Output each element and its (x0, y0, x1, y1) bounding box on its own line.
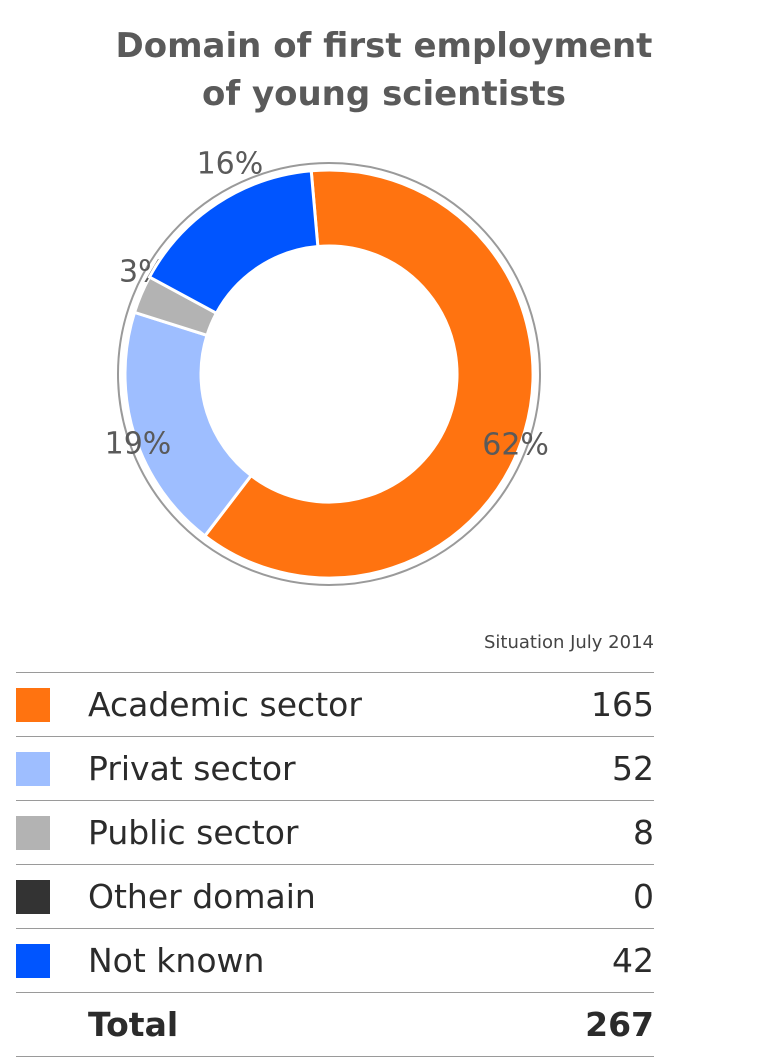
legend-label: Other domain (88, 877, 316, 916)
total-value: 267 (585, 1005, 654, 1044)
legend-value: 0 (633, 877, 654, 916)
legend-label: Not known (88, 941, 265, 980)
percent-label: 19% (105, 427, 172, 462)
legend-value: 165 (591, 685, 654, 724)
chart-title-line-2: of young scientists (201, 74, 567, 114)
legend-value: 52 (612, 749, 654, 788)
percent-label: 16% (197, 146, 264, 181)
legend-row-total: Total 267 (16, 993, 654, 1057)
legend-swatch (16, 815, 50, 850)
legend-value: 42 (612, 941, 654, 980)
legend-value: 8 (633, 813, 654, 852)
donut-chart: 62%19%3%16% (105, 146, 549, 586)
legend-swatch (16, 687, 50, 722)
donut-slice-not-known (147, 169, 320, 316)
chart-title-line-1: Domain of first employment (115, 26, 653, 66)
legend-row-public: Public sector 8 (16, 801, 654, 865)
legend-row-not-known: Not known 42 (16, 929, 654, 993)
donut-slice-privat-sector (123, 310, 254, 539)
donut-outer-ring (117, 162, 541, 586)
legend-row-other: Other domain 0 (16, 865, 654, 929)
legend-swatch (16, 943, 50, 978)
legend-label: Privat sector (88, 749, 296, 788)
legend-row-privat: Privat sector 52 (16, 737, 654, 801)
situation-date: Situation July 2014 (483, 632, 654, 653)
donut-slice-academic-sector (202, 168, 535, 580)
chart-title: Domain of first employment of young scie… (0, 22, 768, 118)
legend-label: Public sector (88, 813, 299, 852)
legend-row-academic: Academic sector 165 (16, 673, 654, 737)
legend-label: Academic sector (88, 685, 362, 724)
legend-table: Academic sector 165 Privat sector 52 Pub… (16, 672, 654, 1057)
percent-label: 62% (482, 427, 549, 462)
legend-swatch (16, 751, 50, 786)
legend-swatch (16, 879, 50, 914)
total-label: Total (88, 1005, 179, 1044)
